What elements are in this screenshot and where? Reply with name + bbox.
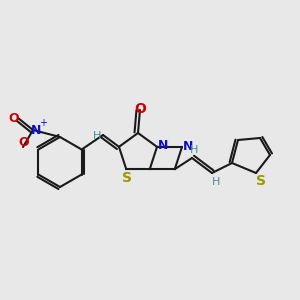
Text: N: N: [31, 124, 41, 137]
Text: H: H: [212, 177, 220, 187]
Text: S: S: [256, 174, 266, 188]
Text: H: H: [190, 145, 198, 155]
Text: N: N: [183, 140, 193, 153]
Text: O: O: [9, 112, 19, 125]
Text: O: O: [19, 136, 29, 148]
Text: S: S: [122, 171, 132, 185]
Text: O: O: [134, 102, 146, 116]
Text: N: N: [158, 139, 168, 152]
Text: +: +: [39, 118, 47, 128]
Text: H: H: [93, 131, 101, 141]
